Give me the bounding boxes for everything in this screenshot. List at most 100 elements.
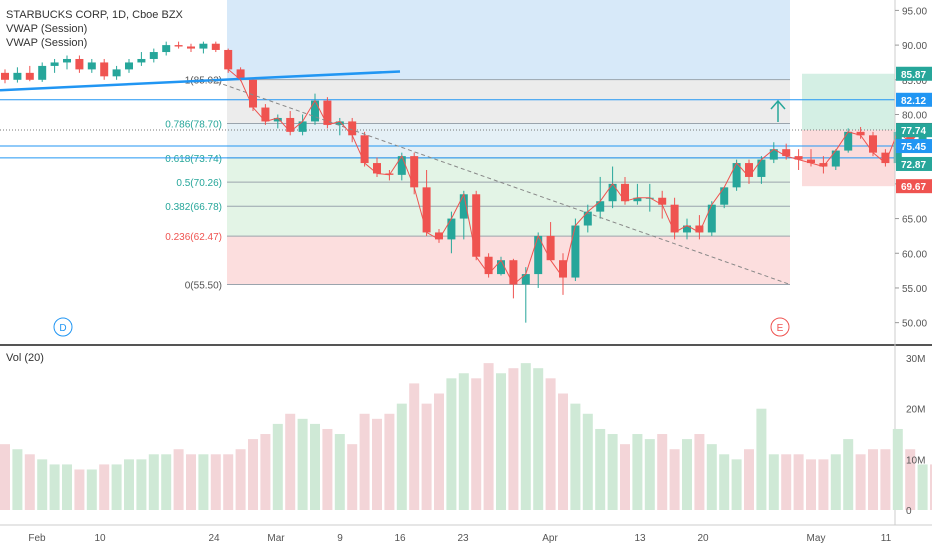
candle-body	[695, 225, 704, 233]
volume-tick-label: 0	[906, 506, 912, 517]
candle-body	[546, 235, 555, 261]
volume-bar	[905, 449, 916, 510]
volume-bar	[620, 444, 630, 510]
candle-body	[559, 260, 567, 278]
price-tick-label: 50.00	[902, 319, 927, 330]
time-axis-label: May	[807, 533, 826, 544]
candle-body	[373, 163, 381, 174]
candle-body	[484, 256, 493, 275]
candle-body	[100, 62, 109, 77]
volume-bar	[0, 444, 10, 510]
price-badge	[896, 139, 932, 154]
candle-body	[844, 131, 853, 151]
volume-bar	[496, 373, 506, 510]
volume-bar	[173, 449, 184, 510]
volume-bar	[533, 368, 544, 510]
candle-body	[782, 149, 791, 157]
volume-bar	[880, 449, 891, 510]
volume-bar	[372, 418, 382, 510]
volume-bar	[248, 439, 258, 510]
volume-bar	[768, 454, 779, 510]
price-badge	[896, 66, 932, 81]
volume-tick-label: 30M	[906, 354, 925, 365]
candle-body	[819, 163, 828, 167]
volume-bar	[272, 423, 283, 510]
chart-legend: STARBUCKS CORP, 1D, Cboe BZX VWAP (Sessi…	[6, 8, 183, 50]
volume-bar	[86, 469, 97, 510]
time-axis-label: Feb	[28, 533, 46, 544]
volume-bar	[855, 454, 866, 510]
volume-bar	[74, 469, 85, 510]
candle-body	[670, 204, 679, 233]
volume-bar	[223, 454, 234, 510]
candle-body	[261, 107, 270, 122]
candle-body	[410, 156, 419, 188]
price-badge-label: 75.45	[901, 142, 926, 153]
indicator-vwap-1[interactable]: VWAP (Session)	[6, 23, 88, 35]
candle-body	[286, 117, 295, 132]
volume-bar	[322, 428, 333, 510]
volume-bar	[644, 439, 655, 510]
candle-body	[360, 135, 369, 164]
volume-bar	[830, 454, 841, 510]
candle-body	[87, 62, 96, 70]
fib-zone-2	[227, 123, 790, 158]
volume-bar	[334, 434, 345, 510]
volume-bar	[582, 413, 593, 510]
candle-body	[658, 197, 667, 205]
volume-tick-label: 10M	[906, 455, 925, 466]
candle-body	[509, 260, 518, 285]
candle-body	[397, 156, 406, 175]
volume-bar	[756, 408, 767, 510]
volume-bar	[892, 428, 903, 510]
volume-bar	[793, 454, 804, 510]
price-badge-label: 82.12	[901, 96, 926, 107]
candle-body	[707, 204, 716, 233]
candle-body	[596, 201, 605, 212]
fib-label: 0.786(78.70)	[165, 120, 222, 131]
volume-bar	[285, 413, 296, 510]
candle-body	[323, 100, 332, 125]
volume-bar	[310, 423, 320, 510]
price-badge-label: 69.67	[901, 182, 926, 193]
candle-body	[881, 152, 890, 164]
volume-bar	[868, 449, 878, 510]
up-arrow-icon	[770, 99, 786, 122]
price-tick-label: 90.00	[902, 41, 927, 52]
trendline	[0, 70, 401, 92]
volume-bar	[62, 464, 72, 510]
candle-body	[856, 131, 865, 136]
time-axis-label: 10	[94, 533, 106, 544]
time-axis-label: Mar	[267, 533, 285, 544]
candle-body	[311, 100, 319, 122]
candle-body	[447, 218, 456, 240]
candle-body	[621, 183, 629, 202]
volume-bar	[706, 444, 717, 510]
candle-body	[608, 183, 617, 202]
volume-bar	[186, 454, 196, 510]
fib-diagonal	[209, 79, 791, 285]
volume-bar	[508, 368, 519, 510]
candle-body	[149, 52, 158, 59]
candle-body	[534, 235, 543, 275]
volume-bar	[669, 449, 680, 510]
volume-bar	[694, 434, 705, 510]
candle-body	[125, 62, 133, 70]
price-badge	[896, 92, 932, 107]
candle-body	[63, 58, 71, 63]
candle-body	[757, 159, 766, 177]
price-tick-label: 60.00	[902, 249, 927, 260]
candle-body	[571, 225, 580, 278]
candle-body	[435, 232, 443, 240]
volume-bar	[49, 464, 60, 510]
volume-bar	[471, 378, 482, 510]
price-badge	[896, 179, 932, 194]
time-axis-label: 9	[337, 533, 343, 544]
candle-body	[472, 194, 481, 257]
candle-body	[273, 117, 282, 122]
candle-body	[224, 49, 233, 70]
volume-bar	[24, 454, 35, 510]
indicator-vwap-2[interactable]: VWAP (Session)	[6, 37, 88, 49]
candle-body	[348, 121, 357, 136]
